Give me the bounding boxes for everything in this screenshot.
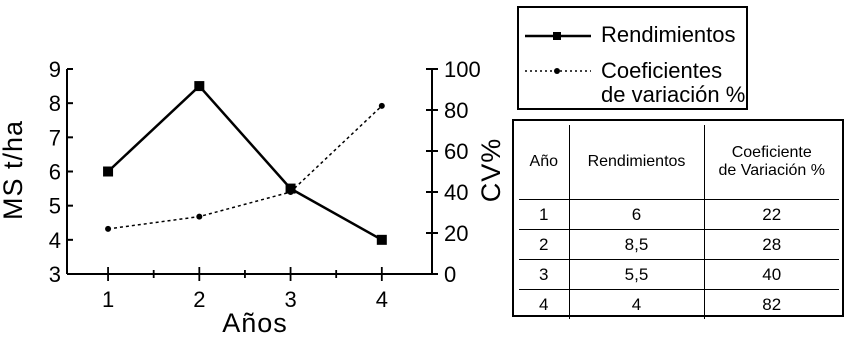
table-header-coef: Coeficiente de Variación % xyxy=(703,125,839,200)
legend-swatch-coef-marker xyxy=(554,68,560,74)
table-cell-yield: 8,5 xyxy=(568,229,705,260)
table-cell-coef: 28 xyxy=(703,229,839,260)
data-point-rendimientos xyxy=(194,81,205,92)
y-tick-label: 4 xyxy=(49,228,61,253)
y-tick-label: 3 xyxy=(49,262,61,287)
legend-label-coef-line1: Coeficientes xyxy=(601,58,723,83)
table-cell-yield: 4 xyxy=(568,289,705,319)
legend-swatches xyxy=(525,32,591,74)
legend-label-coef-line2: de variación % xyxy=(601,82,746,107)
series-line-rendimientos xyxy=(107,84,383,241)
series-line-coef xyxy=(107,105,383,230)
y-tick-label: 7 xyxy=(49,125,61,150)
table-cell-year: 2 xyxy=(519,229,570,260)
table-row: 1 6 22 xyxy=(519,199,839,230)
data-point-rendimientos xyxy=(376,234,387,245)
table-cell-year: 4 xyxy=(519,289,570,319)
table-header-year: Año xyxy=(519,125,570,200)
y2-tick-label: 60 xyxy=(444,139,468,164)
table-cell-yield: 5,5 xyxy=(568,259,705,290)
x-axis-title: Años xyxy=(222,308,288,338)
table-body: 1 6 22 2 8,5 28 3 5,5 40 4 4 82 xyxy=(519,199,839,319)
y-tick-label: 9 xyxy=(49,57,61,82)
table-header-coef-line2: de Variación % xyxy=(718,162,825,179)
data-table-box: Año Rendimientos Coeficiente de Variació… xyxy=(512,119,844,319)
table-cell-year: 3 xyxy=(519,259,570,290)
table-row: 2 8,5 28 xyxy=(519,229,839,260)
y2-tick-label: 40 xyxy=(444,180,468,205)
chart: 3 4 5 6 7 8 9 0 20 40 60 80 100 1 2 3 4 Años MS t/ha CV% xyxy=(0,57,506,338)
table-cell-yield: 6 xyxy=(568,199,705,230)
legend: Rendimientos Coeficientes de variación % xyxy=(517,6,748,110)
x-tick-label: 3 xyxy=(284,287,296,312)
y2-tick-label: 80 xyxy=(444,98,468,123)
data-point-rendimientos xyxy=(285,183,296,194)
y-tick-label: 6 xyxy=(49,160,61,185)
table-header-row: Año Rendimientos Coeficiente de Variació… xyxy=(519,125,839,200)
table-cell-coef: 40 xyxy=(703,259,839,290)
legend-swatch-rendimientos-marker xyxy=(553,32,561,40)
data-table: Año Rendimientos Coeficiente de Variació… xyxy=(519,125,839,319)
ticks: 3 4 5 6 7 8 9 0 20 40 60 80 100 1 2 3 4 xyxy=(49,57,481,312)
data-point-coef xyxy=(105,225,112,232)
y-tick-label: 8 xyxy=(49,91,61,116)
data-point-coef xyxy=(378,102,385,109)
table-cell-year: 1 xyxy=(519,199,570,230)
table-cell-coef: 22 xyxy=(703,199,839,230)
table-header-coef-line1: Coeficiente xyxy=(731,144,812,161)
data-point-rendimientos xyxy=(103,166,114,177)
x-tick-label: 1 xyxy=(102,287,114,312)
legend-label-rendimientos: Rendimientos xyxy=(601,22,736,47)
y2-tick-label: 100 xyxy=(444,57,481,82)
data-point-coef xyxy=(287,189,294,195)
table-row: 3 5,5 40 xyxy=(519,259,839,290)
y-tick-label: 5 xyxy=(49,194,61,219)
x-tick-label: 2 xyxy=(193,287,205,312)
y2-tick-label: 20 xyxy=(444,221,468,246)
table-header-yield: Rendimientos xyxy=(568,125,705,200)
table-cell-coef: 82 xyxy=(703,289,839,319)
y2-tick-label: 0 xyxy=(444,262,456,287)
data-point-coef xyxy=(196,213,203,220)
marks xyxy=(103,81,387,245)
y-axis-title: MS t/ha xyxy=(0,120,28,220)
x-tick-label: 4 xyxy=(376,287,388,312)
table-row: 4 4 82 xyxy=(519,289,839,319)
y2-axis-title: CV% xyxy=(476,138,506,203)
